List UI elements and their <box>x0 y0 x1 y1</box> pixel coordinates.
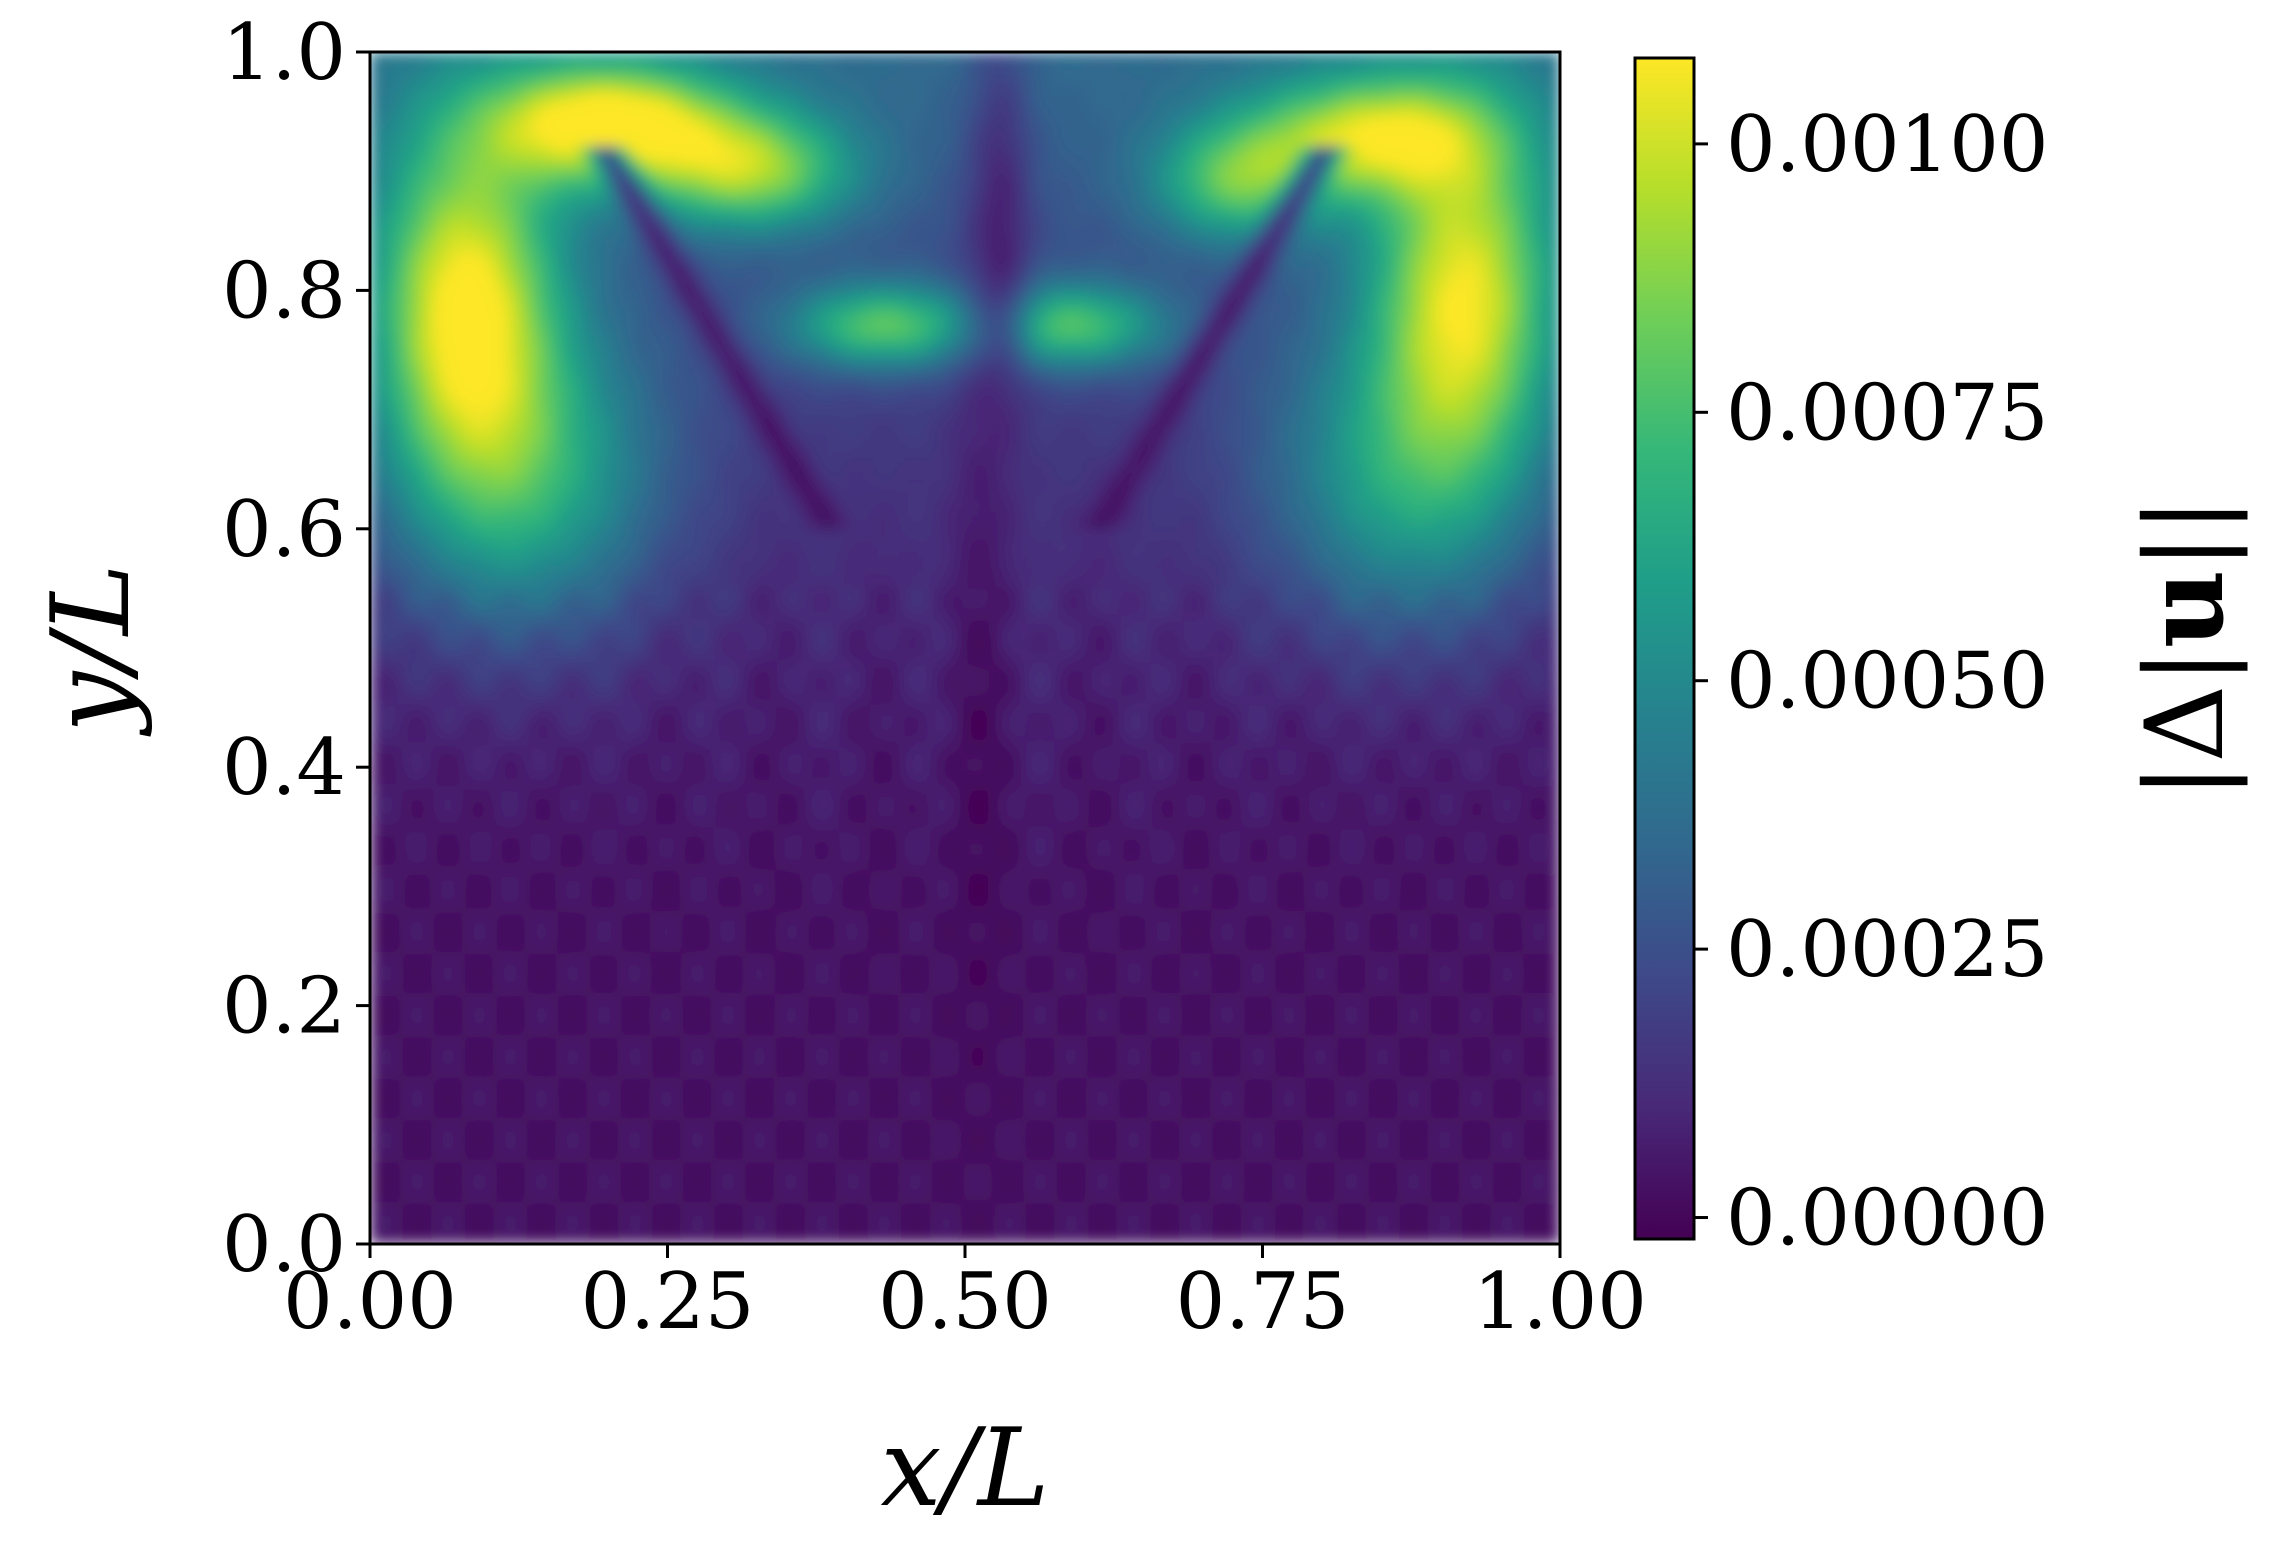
colorbar-label: |Δ|u|| <box>2122 497 2248 799</box>
x-tick-label: 0.25 <box>581 1257 755 1347</box>
y-tick-label: 0.6 <box>222 485 346 575</box>
colorbar-label-u: u <box>2122 570 2248 649</box>
colorbar <box>1633 56 1696 1241</box>
x-axis: 0.00 0.25 0.50 0.75 1.00 <box>283 1244 1647 1347</box>
y-tick-label: 0.4 <box>222 723 346 813</box>
heatmap-field <box>370 52 1560 1244</box>
colorbar-tick-label: 0.00000 <box>1726 1174 2049 1264</box>
y-axis: 0.0 0.2 0.4 0.6 0.8 1.0 <box>222 8 370 1290</box>
y-tick-label: 0.2 <box>222 962 346 1052</box>
colorbar-label-bars: || <box>2123 497 2248 570</box>
colorbar-tick-label: 0.00075 <box>1726 368 2049 458</box>
x-tick-label: 0.75 <box>1176 1257 1350 1347</box>
heatmap-image <box>370 52 1560 1244</box>
colorbar-tick-label: 0.00025 <box>1726 905 2049 995</box>
colorbar-tick-label: 0.00100 <box>1726 100 2049 190</box>
y-tick-label: 0.0 <box>222 1200 346 1290</box>
y-tick-label: 0.8 <box>222 246 346 336</box>
x-axis-label: x/L <box>880 1406 1049 1531</box>
colorbar-axis: 0.00000 0.00025 0.00050 0.00075 0.00100 <box>1694 100 2049 1264</box>
colorbar-label-delta: |Δ| <box>2123 648 2248 799</box>
y-tick-label: 1.0 <box>222 8 346 98</box>
x-tick-label: 0.00 <box>283 1257 457 1347</box>
x-tick-label: 1.00 <box>1473 1257 1647 1347</box>
x-tick-label: 0.50 <box>878 1257 1052 1347</box>
y-axis-label: y/L <box>29 563 154 737</box>
colorbar-tick-label: 0.00050 <box>1726 637 2049 727</box>
